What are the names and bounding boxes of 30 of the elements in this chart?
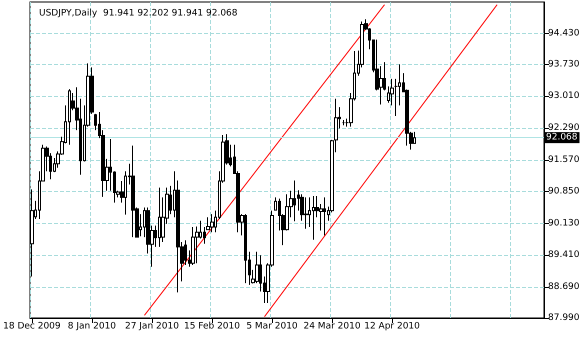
x-tick-label: 27 Jan 2010 — [124, 322, 180, 332]
candlestick — [244, 214, 247, 284]
x-tick-label: 5 Mar 2010 — [246, 322, 298, 332]
text: USDJPY,Daily 91.941 92.202 91.941 92.068 — [39, 8, 238, 18]
y-tick-label: 88.690 — [548, 282, 580, 292]
y-tick-label: 93.730 — [548, 59, 580, 70]
x-tick-label: 24 Mar 2010 — [303, 322, 361, 332]
y-tick-label: 94.430 — [548, 28, 580, 38]
candlestick — [312, 196, 315, 240]
y-tick-label: 89.410 — [548, 250, 580, 260]
candlestick — [323, 196, 326, 236]
ref-line-label: 92.068 — [546, 132, 578, 143]
candlestick — [68, 88, 71, 146]
y-tick-label: 90.130 — [548, 218, 580, 228]
x-tick-label: 8 Jan 2010 — [68, 322, 116, 332]
y-tick-label: 87.990 — [548, 313, 580, 323]
candlestick — [304, 196, 308, 230]
candlestick — [210, 214, 214, 233]
y-tick-label: 93.010 — [548, 91, 580, 102]
y-tick-label: 90.850 — [548, 186, 580, 197]
candlestick — [191, 226, 195, 266]
y-tick-label: 92.290 — [548, 122, 580, 133]
x-tick-label: 18 Dec 2009 — [3, 322, 61, 332]
x-tick-label: 15 Feb 2010 — [184, 322, 240, 332]
y-tick-label: 91.570 — [548, 154, 580, 165]
candlestick — [131, 145, 135, 238]
candlestick — [293, 180, 296, 222]
x-tick-label: 12 Apr 2010 — [364, 322, 420, 332]
candlestick — [158, 187, 161, 248]
candlestick — [342, 120, 345, 126]
